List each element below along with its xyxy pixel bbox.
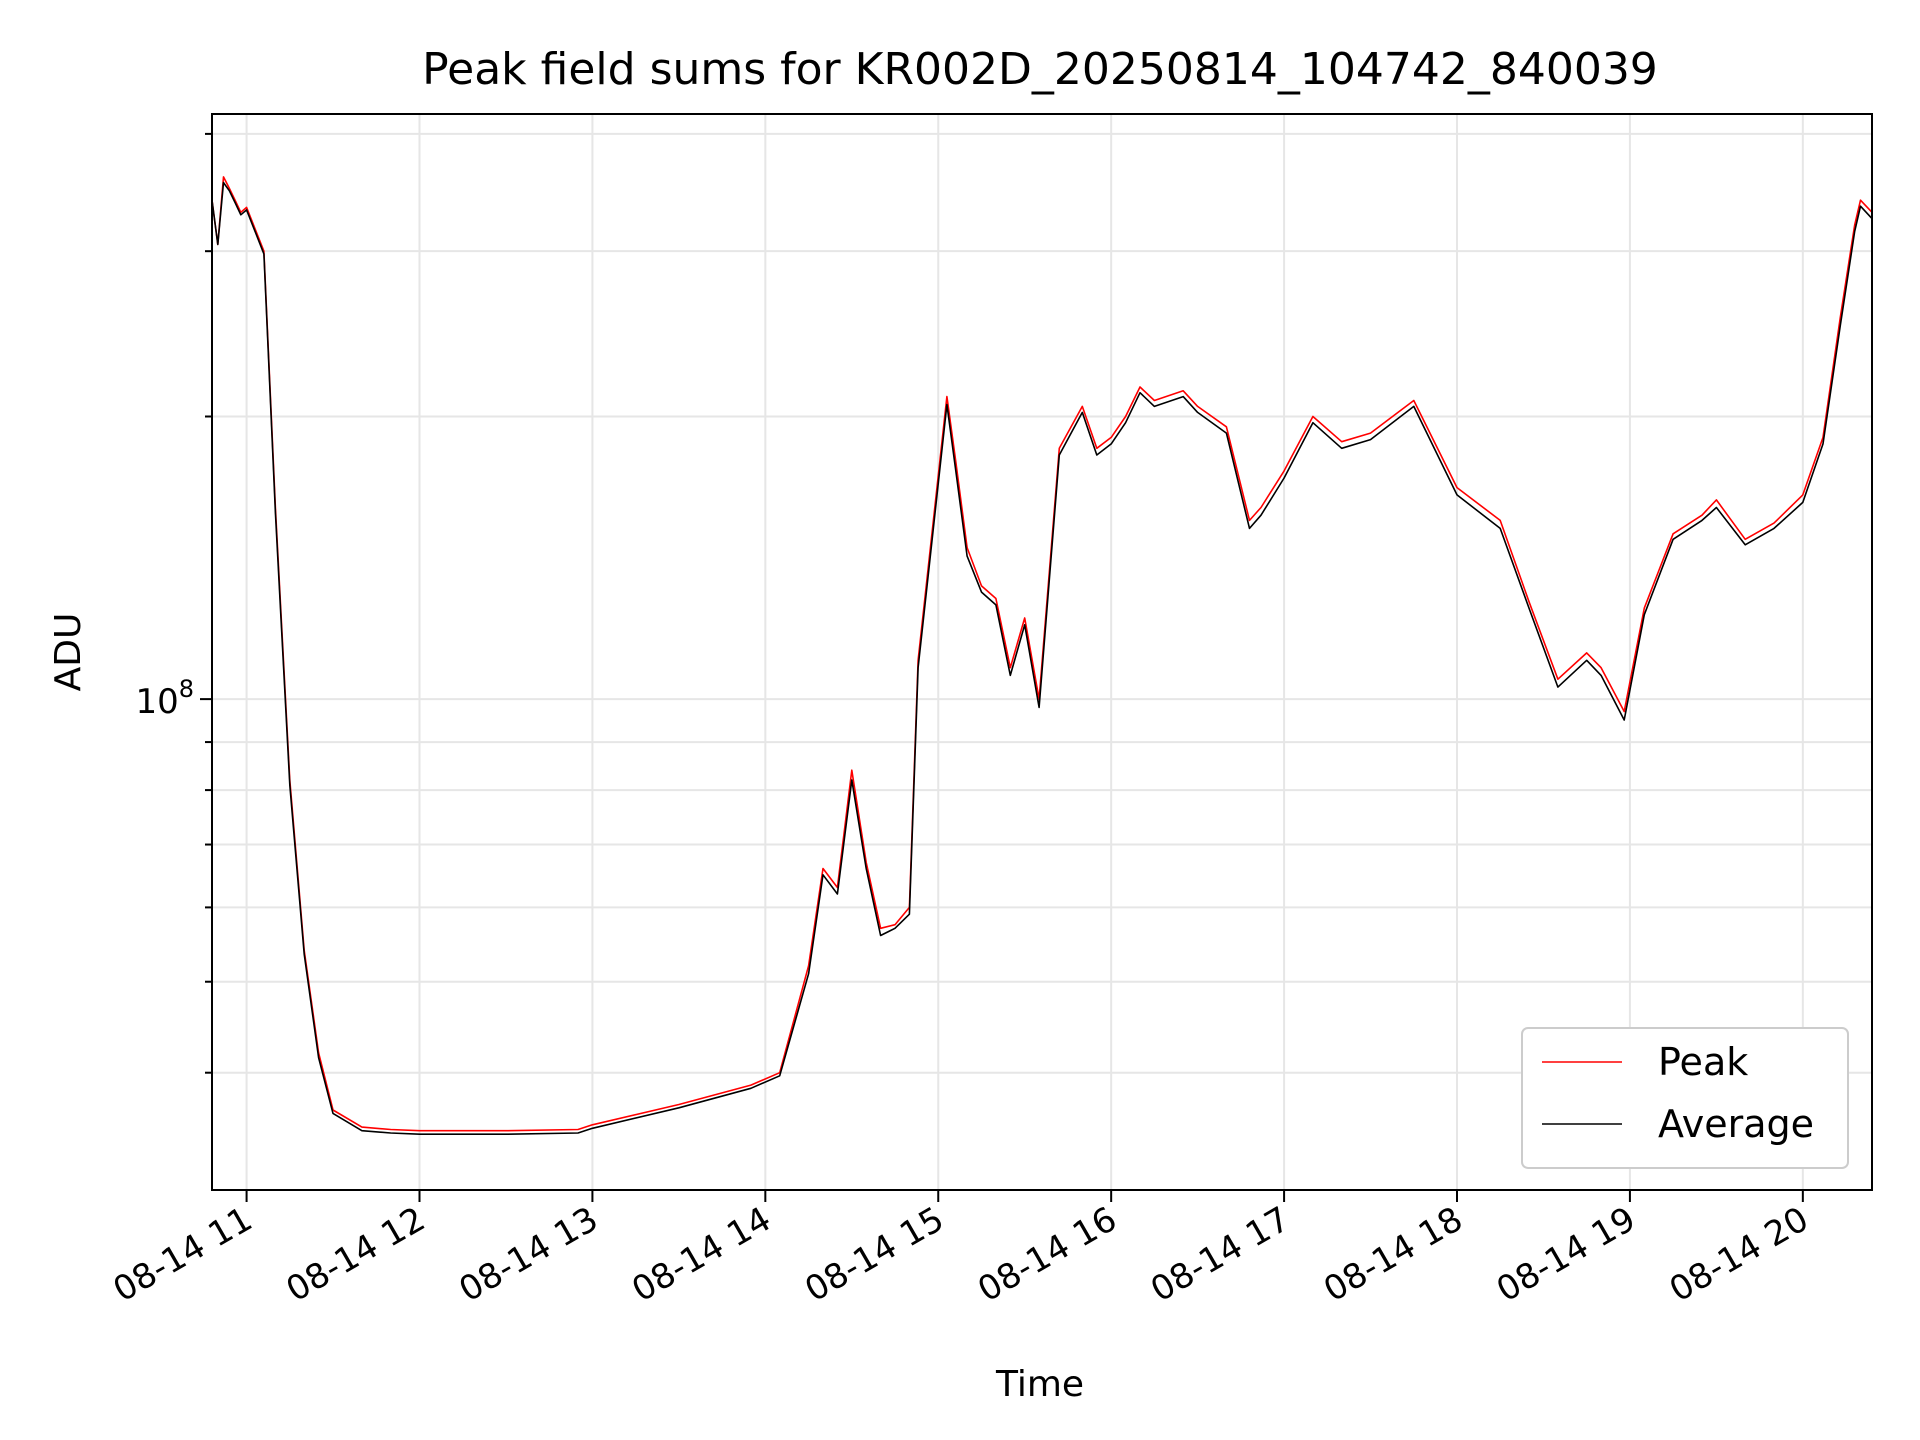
- series-line-peak: [211, 176, 1873, 1132]
- x-axis-label: Time: [995, 1364, 1084, 1405]
- y-axis-label: ADU: [48, 613, 89, 692]
- plot-frame: [211, 113, 1873, 1191]
- series-line-average: [211, 181, 1873, 1135]
- series-layer: [211, 176, 1873, 1135]
- chart-title: Peak field sums for KR002D_20250814_1047…: [422, 44, 1658, 95]
- legend: Peak Average: [1521, 1027, 1849, 1169]
- legend-box: [1521, 1027, 1849, 1169]
- legend-label-peak: Peak: [1658, 1040, 1748, 1084]
- legend-label-average: Average: [1658, 1102, 1814, 1146]
